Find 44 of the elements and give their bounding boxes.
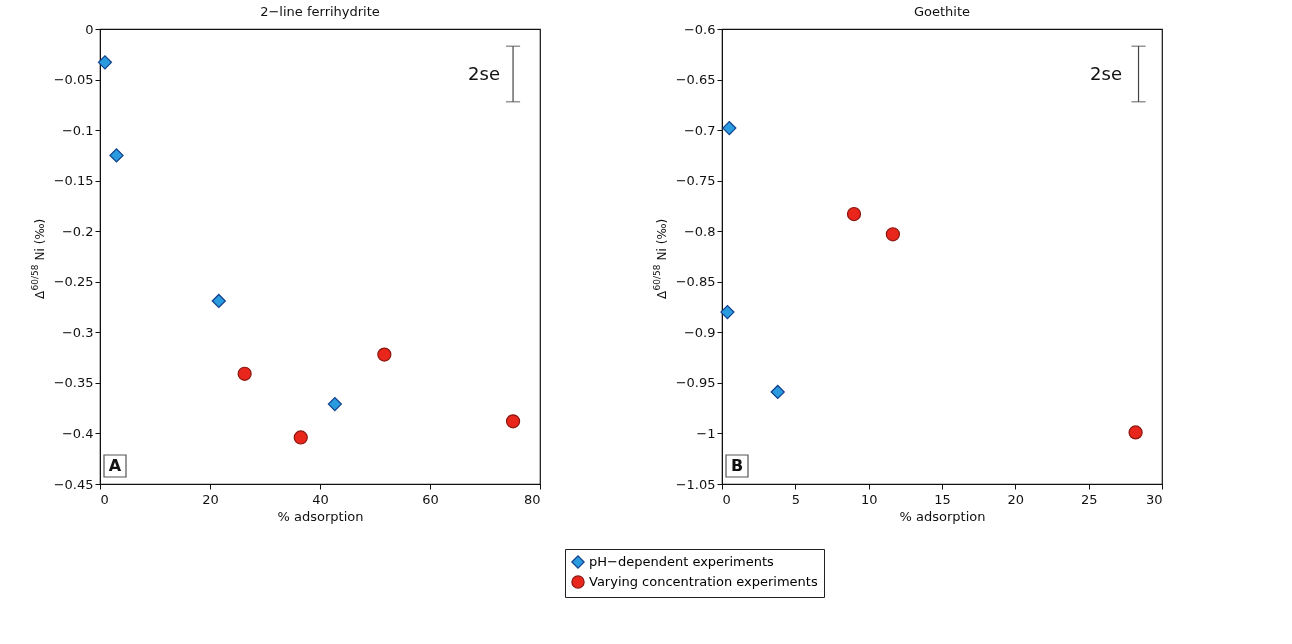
chart-title: 2−line ferrihydrite xyxy=(260,4,380,19)
annotation: 2se xyxy=(1090,63,1122,84)
y-tick-label: −0.25 xyxy=(53,274,94,290)
x-tick-label: 20 xyxy=(202,491,219,507)
y-tick-label: −0.2 xyxy=(61,223,94,239)
y-tick-label: −0.15 xyxy=(53,173,94,189)
x-tick-label: 5 xyxy=(791,491,800,507)
x-axis-title: % adsorption xyxy=(277,508,364,524)
legend-label: Varying concentration experiments xyxy=(589,574,818,589)
y-tick-label: −0.6 xyxy=(683,21,716,37)
x-tick-label: 20 xyxy=(1007,491,1025,507)
y-tick-label: −1.05 xyxy=(675,476,716,492)
x-tick-label: 60 xyxy=(422,491,439,507)
annotation: B xyxy=(730,456,744,475)
x-tick-label: 30 xyxy=(1145,491,1163,507)
x-tick-label: 40 xyxy=(312,491,329,507)
y-tick-label: −0.35 xyxy=(53,375,94,391)
y-tick-label: 0 xyxy=(85,21,94,37)
y-tick-label: −0.95 xyxy=(675,375,716,391)
y-tick-label: −0.3 xyxy=(61,324,94,340)
y-tick-label: −0.1 xyxy=(61,122,94,138)
x-tick-label: 0 xyxy=(100,491,109,507)
y-tick-label: −0.65 xyxy=(675,72,716,88)
x-tick-label: 0 xyxy=(722,491,731,507)
y-tick-label: −0.4 xyxy=(61,425,94,441)
x-tick-label: 10 xyxy=(860,491,878,507)
y-axis-title: Δ60/58Ni (‰) xyxy=(30,218,47,299)
y-tick-label: −0.7 xyxy=(683,122,716,138)
x-axis-title: % adsorption xyxy=(899,508,986,524)
y-tick-label: −0.75 xyxy=(675,173,716,189)
annotation: A xyxy=(108,456,122,475)
x-tick-label: 25 xyxy=(1080,491,1098,507)
chart-title: Goethite xyxy=(913,4,971,19)
x-tick-label: 15 xyxy=(934,491,951,507)
y-tick-label: −0.45 xyxy=(53,476,94,492)
annotation: 2se xyxy=(468,63,500,84)
y-tick-label: −0.05 xyxy=(53,72,94,88)
y-tick-label: −0.8 xyxy=(683,223,716,239)
y-axis-title: Δ60/58Ni (‰) xyxy=(652,218,669,299)
y-tick-label: −0.85 xyxy=(675,274,716,290)
y-tick-label: −1 xyxy=(696,425,716,441)
y-tick-label: −0.9 xyxy=(683,324,716,340)
legend-label: pH−dependent experiments xyxy=(589,554,775,569)
x-tick-label: 80 xyxy=(523,491,541,507)
